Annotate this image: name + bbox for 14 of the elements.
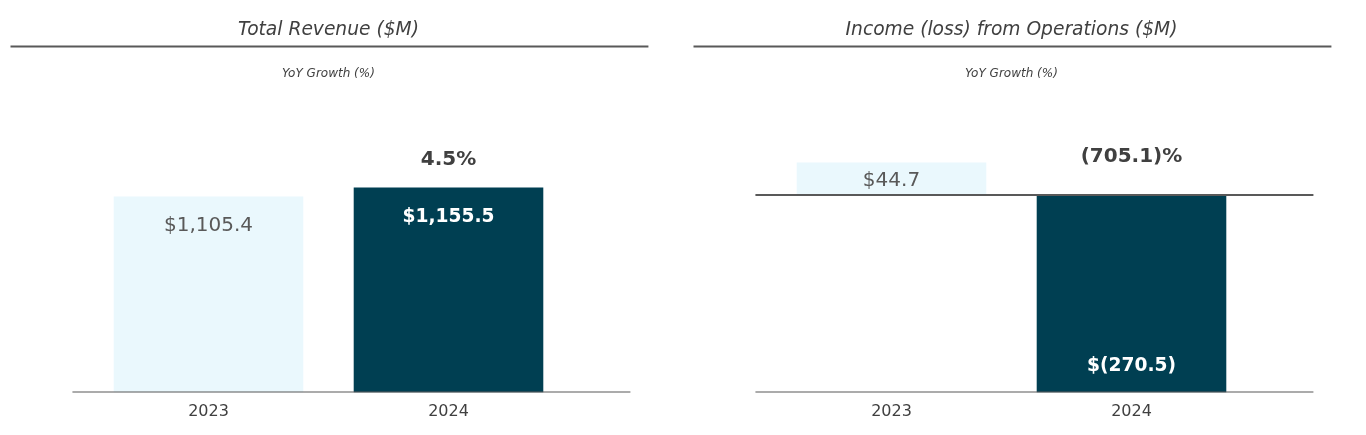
x-tick-label: 2023 (871, 400, 912, 420)
data-label: $1,155.5 (402, 205, 495, 226)
x-tick-label: 2024 (1111, 400, 1152, 420)
annotation: (705.1)% (1080, 143, 1183, 168)
chart-title: Total Revenue ($M) (238, 18, 419, 39)
x-tick-label: 2024 (428, 400, 469, 420)
data-label: $44.7 (862, 166, 921, 191)
x-tick-label: 2023 (188, 400, 229, 420)
chart-subtitle: YoY Growth (%) (965, 65, 1058, 80)
data-label: $(270.5) (1086, 354, 1177, 375)
data-label: $1,105.4 (163, 212, 254, 237)
annotation: 4.5% (420, 145, 477, 170)
chart-title: Income (loss) from Operations ($M) (845, 18, 1178, 39)
chart-subtitle: YoY Growth (%) (282, 65, 375, 80)
